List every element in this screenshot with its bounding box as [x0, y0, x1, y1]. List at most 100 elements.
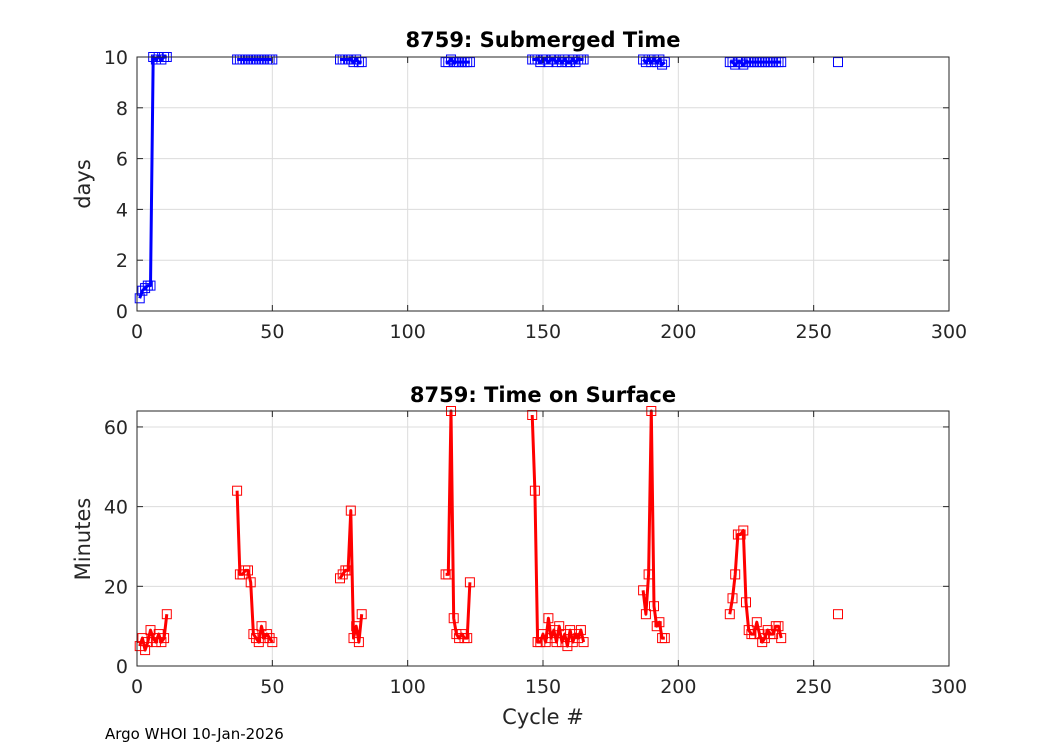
- data-point: [548, 54, 559, 65]
- chart-title: 8759: Time on Surface: [410, 383, 676, 407]
- data-point: [738, 59, 749, 70]
- data-point: [443, 569, 454, 580]
- data-point: [578, 637, 589, 648]
- data-point: [554, 54, 565, 65]
- data-point: [543, 57, 554, 68]
- y-tick-label: 2: [116, 250, 128, 272]
- data-point: [749, 629, 760, 640]
- data-point: [751, 617, 762, 628]
- data-point: [343, 565, 354, 576]
- x-tick-label: 200: [660, 321, 696, 343]
- data-point: [727, 593, 738, 604]
- y-tick-label: 60: [104, 417, 128, 439]
- data-point: [353, 637, 364, 648]
- data-point: [773, 621, 784, 632]
- data-point: [267, 54, 278, 65]
- x-tick-label: 0: [131, 676, 143, 698]
- y-axis-label: days: [71, 159, 95, 209]
- data-point: [638, 54, 649, 65]
- x-tick-label: 300: [931, 321, 967, 343]
- data-point: [643, 569, 654, 580]
- x-tick-label: 50: [260, 676, 284, 698]
- surface-time-plot: 0 50 100 150 200 250 300 0 20 40 60 8759: Time on …: [71, 383, 967, 729]
- data-point: [267, 637, 278, 648]
- data-point: [556, 57, 567, 68]
- data-point: [245, 577, 256, 588]
- y-tick-label: 4: [116, 199, 128, 221]
- data-point: [833, 609, 843, 620]
- data-point: [232, 485, 243, 496]
- data-point: [551, 637, 562, 648]
- series-submerged-days: [134, 52, 843, 304]
- data-point: [535, 637, 546, 648]
- series-line: [641, 409, 665, 640]
- x-tick-label: 200: [660, 676, 696, 698]
- x-tick-label: 250: [796, 676, 832, 698]
- data-point: [462, 633, 473, 644]
- x-tick-label: 100: [390, 321, 426, 343]
- data-point: [351, 621, 362, 632]
- data-point: [776, 633, 787, 644]
- data-point: [654, 617, 665, 628]
- data-point: [646, 57, 657, 68]
- data-point: [565, 57, 576, 68]
- data-point: [651, 57, 662, 68]
- y-tick-label: 40: [104, 497, 128, 519]
- data-point: [649, 601, 659, 612]
- data-point: [659, 57, 670, 68]
- data-point: [738, 525, 749, 536]
- submerged-time-plot: 0 50 100 150 200 250 300 0 2 4 6 8 10 8759: Submerge…: [71, 28, 967, 343]
- data-point: [345, 54, 356, 65]
- data-point: [570, 57, 581, 68]
- data-point: [548, 625, 559, 636]
- data-point: [443, 57, 454, 68]
- data-point: [335, 573, 345, 584]
- data-point: [724, 609, 735, 620]
- data-point: [540, 54, 551, 65]
- footer-credit: Argo WHOI 10-Jan-2026: [105, 725, 284, 743]
- data-point: [735, 57, 746, 68]
- data-point: [578, 54, 589, 65]
- x-axis-label: Cycle #: [502, 705, 584, 729]
- data-point: [654, 54, 665, 65]
- data-point: [543, 613, 554, 624]
- series-surface-minutes: [134, 406, 843, 656]
- x-tick-label: 100: [390, 676, 426, 698]
- data-point: [640, 57, 651, 68]
- data-point: [776, 57, 787, 68]
- data-point: [356, 57, 367, 68]
- y-tick-label: 20: [104, 576, 128, 598]
- x-tick-label: 150: [525, 321, 561, 343]
- y-axis-label: Minutes: [71, 498, 95, 581]
- ticks: 0 50 100 150 200 250 300 0 2 4 6 8 10: [104, 47, 967, 343]
- data-point: [243, 565, 253, 576]
- data-point: [256, 621, 267, 632]
- data-point: [446, 54, 456, 65]
- data-point: [643, 54, 654, 65]
- data-point: [554, 621, 565, 632]
- ticks: 0 50 100 150 200 250 300 0 20 40 60: [104, 411, 967, 698]
- data-point: [575, 625, 586, 636]
- y-tick-label: 0: [116, 301, 128, 323]
- data-point: [140, 283, 151, 294]
- y-tick-label: 0: [116, 656, 128, 678]
- data-point: [730, 59, 741, 70]
- data-point: [150, 54, 161, 65]
- y-tick-label: 8: [116, 98, 128, 120]
- x-tick-label: 0: [131, 321, 143, 343]
- x-tick-label: 150: [525, 676, 561, 698]
- data-point: [351, 54, 362, 65]
- data-point: [559, 54, 570, 65]
- data-point: [356, 609, 367, 620]
- data-point: [532, 54, 543, 65]
- data-point: [833, 57, 843, 68]
- data-point: [727, 57, 738, 68]
- y-tick-label: 10: [104, 47, 128, 69]
- data-point: [345, 505, 356, 516]
- data-point: [134, 293, 145, 304]
- data-point: [567, 54, 578, 65]
- data-point: [640, 609, 651, 620]
- data-point: [348, 57, 359, 68]
- data-point: [156, 54, 167, 65]
